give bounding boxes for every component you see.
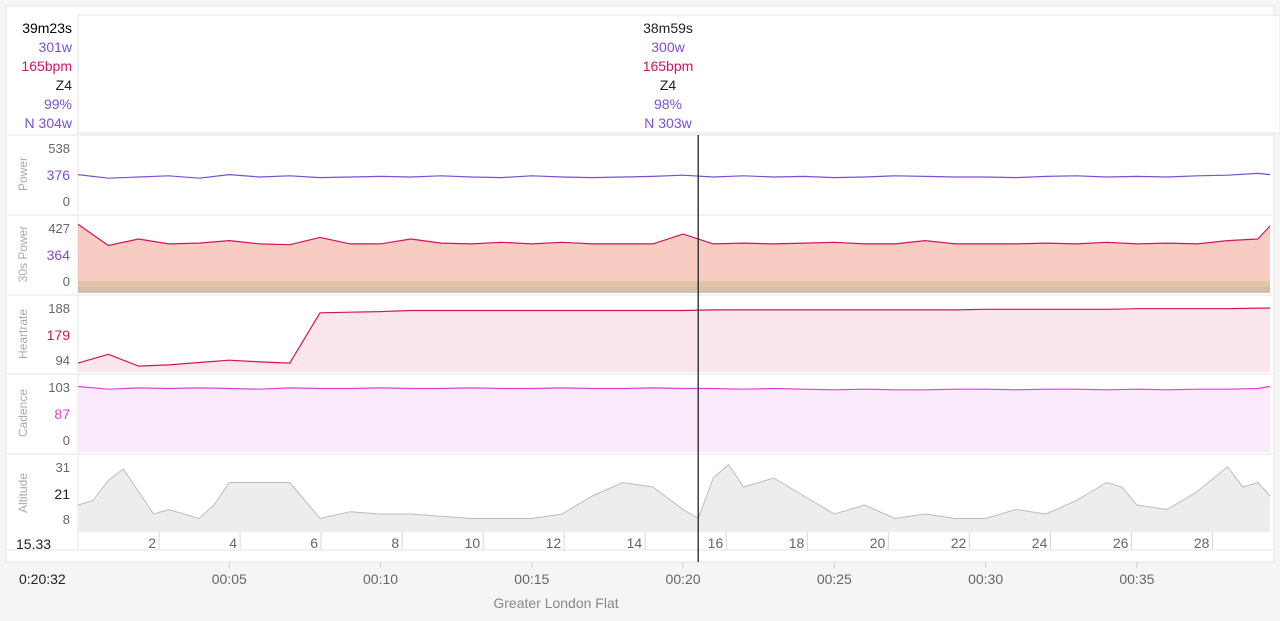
time-tick-label: 00:05 [212,571,247,587]
cursor-np: N 303w [644,115,692,131]
time-tick-label: 00:25 [817,571,852,587]
alt-tick-min: 8 [62,512,70,527]
ylabel-heartrate: Heartrate [16,308,30,360]
ylabel-altitude: Altitude [16,472,30,514]
hr-tick-min: 94 [55,353,70,368]
cad-tick-min: 0 [62,433,70,448]
heartrate-area [78,308,1270,372]
power-tick-min: 0 [62,194,70,209]
cad-tick-max: 103 [48,380,70,395]
ylabel-30s-power: 30s Power [16,225,30,283]
readout-area [77,14,1280,134]
distance-tick-label: 22 [951,535,967,551]
route-name: Greater London Flat [493,595,619,611]
distance-tick-label: 8 [391,535,399,551]
cursor-heartrate: 165bpm [642,58,694,74]
hr-tick-max: 188 [48,301,70,316]
power30s-area [78,224,1270,293]
alt-tick-mid: 21 [54,486,70,502]
distance-tick-label: 12 [546,535,562,551]
start-time: 39m23s [22,20,72,36]
distance-tick-label: 26 [1113,535,1129,551]
distance-tick-label: 20 [870,535,886,551]
start-pct: 99% [43,96,72,112]
altitude-line [77,463,1271,520]
cursor-time: 38m59s [643,20,693,36]
power30-tick-min: 0 [62,274,70,289]
distance-tick-label: 24 [1032,535,1048,551]
time-tick-label: 00:20 [666,571,701,587]
start-zone: Z4 [55,77,72,93]
distance-tick-label: 18 [789,535,805,551]
start-np: N 304w [24,115,72,131]
power30-tick-max: 427 [48,221,70,236]
power-tick-mid: 376 [46,167,70,183]
time-tick-label: 00:35 [1119,571,1154,587]
time-readout: 0:20:32 [19,571,66,587]
time-tick-label: 00:30 [968,571,1003,587]
distance-tick-label: 16 [708,535,724,551]
hr-tick-mid: 179 [46,327,70,343]
distance-tick-label: 28 [1194,535,1210,551]
distance-tick-label: 14 [627,535,643,551]
time-tick-label: 00:10 [363,571,398,587]
power30-tick-mid: 364 [46,247,70,263]
cursor-zone: Z4 [659,77,677,93]
distance-tick-label: 6 [310,535,318,551]
power-line [77,172,1271,179]
cadence-line [77,385,1271,391]
distance-tick-label: 10 [465,535,481,551]
power-tick-max: 538 [48,141,70,156]
alt-tick-max: 31 [55,460,70,475]
distance-tick-label: 4 [229,535,237,551]
ylabel-cadence: Cadence [16,388,30,438]
cadence-area [78,386,1270,452]
cad-tick-mid: 87 [54,406,70,422]
altitude-area [78,464,1270,532]
cursor-pct: 98% [653,96,683,112]
time-tick-label: 00:15 [514,571,549,587]
start-heartrate: 165bpm [21,58,72,74]
power30s-line [77,223,1271,247]
distance-tick-label: 2 [148,535,156,551]
ylabel-power: Power [16,157,30,192]
heartrate-line [77,307,1270,367]
start-power: 301w [38,39,72,55]
cursor-power: 300w [651,39,685,55]
distance-readout: 15.33 [16,536,52,552]
